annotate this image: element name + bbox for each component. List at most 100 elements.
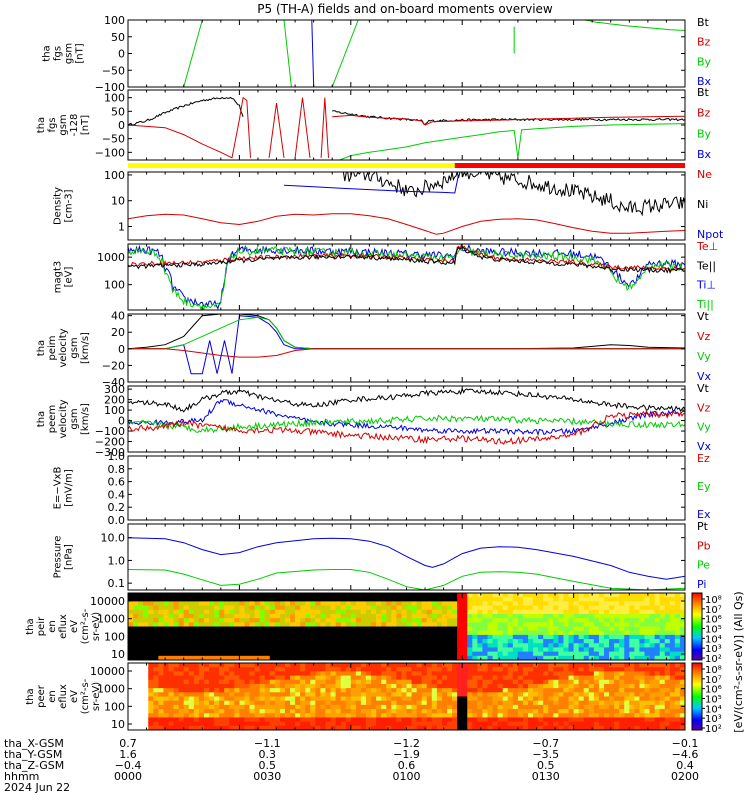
series-Pi-line bbox=[128, 537, 685, 580]
y-axis-label: peer bbox=[36, 684, 47, 708]
footer-value: 0000 bbox=[114, 770, 142, 783]
footer-value: 0030 bbox=[253, 770, 281, 783]
y-tick-label: 100 bbox=[104, 92, 125, 105]
y-tick-label: 0.4 bbox=[108, 488, 126, 501]
legend-Ni: Ni bbox=[697, 198, 708, 211]
spectrogram-image bbox=[128, 593, 685, 660]
y-tick-label: 10 bbox=[111, 648, 125, 661]
legend-Bz: Bz bbox=[697, 36, 711, 49]
footer-axis-table: tha_X-GSM 0.7 −1.1 −1.2 −0.7 −0.1 tha_Y-GSM 1.6… bbox=[4, 737, 699, 794]
series-By-line bbox=[183, 20, 359, 87]
series-Ti-line bbox=[128, 245, 685, 310]
series-Vt-line bbox=[128, 314, 685, 350]
legend-Bx: Bx bbox=[697, 148, 712, 161]
y-axis-label: -128 bbox=[69, 114, 80, 137]
footer-value: −0.1 bbox=[672, 737, 699, 750]
colorbar-tick-label: 10³ bbox=[705, 714, 722, 725]
y-axis-label: en bbox=[47, 690, 58, 703]
colorbar-label: [eV/(cm²-s-sr-eV)] (All Qs) bbox=[732, 591, 745, 732]
y-axis-label: [km/s] bbox=[80, 403, 91, 435]
panel-density: 100 10 1 Density [cm-3] Ne Ni Npot bbox=[53, 168, 724, 241]
y-tick-label: 300 bbox=[104, 383, 125, 396]
colorbar-tick-label: 10⁴ bbox=[705, 704, 722, 715]
y-tick-label: 20 bbox=[111, 326, 125, 339]
y-tick-label: −50 bbox=[102, 133, 125, 146]
legend-Pb: Pb bbox=[697, 539, 711, 552]
legend-Bz: Bz bbox=[697, 107, 711, 120]
y-axis-label: en bbox=[47, 620, 58, 633]
legend-Bt: Bt bbox=[697, 86, 710, 99]
panel-frame bbox=[127, 19, 686, 88]
series-Bz-line bbox=[128, 96, 685, 159]
y-tick-label: 100 bbox=[104, 700, 125, 713]
y-tick-label: −200 bbox=[95, 436, 125, 449]
legend-Ne: Ne bbox=[697, 168, 712, 181]
y-tick-label: −100 bbox=[95, 81, 125, 94]
legend-Ex: Ex bbox=[697, 508, 711, 521]
legend-Vt: Vt bbox=[697, 310, 710, 323]
y-axis-label: tha bbox=[25, 618, 36, 634]
y-axis-label: velocity bbox=[58, 328, 69, 367]
footer-row-label: tha_Z-GSM bbox=[4, 759, 64, 772]
y-tick-label: 10.0 bbox=[101, 532, 126, 545]
y-axis-label: [cm-3] bbox=[64, 189, 75, 222]
y-tick-label: −300 bbox=[95, 446, 125, 459]
y-axis-label: (cm²-s- bbox=[80, 678, 91, 714]
y-tick-label: 100 bbox=[104, 630, 125, 643]
colorbar-gradient bbox=[691, 662, 703, 731]
y-axis-label: E=−VxB bbox=[53, 467, 64, 510]
y-tick-label: 0.1 bbox=[108, 577, 126, 590]
legend-Pe: Pe bbox=[697, 559, 710, 572]
series-Pe-line bbox=[128, 569, 685, 590]
y-tick-label: 0.2 bbox=[108, 501, 126, 514]
y-axis-label: sr-eV) bbox=[91, 682, 102, 711]
y-tick-label: 10 bbox=[111, 195, 125, 208]
footer-value: 0.6 bbox=[398, 759, 416, 772]
legend-Ez: Ez bbox=[697, 452, 710, 465]
colorbar-tick-label: 10² bbox=[705, 654, 722, 665]
y-tick-label: 0 bbox=[118, 48, 125, 61]
y-tick-label: 100 bbox=[104, 14, 125, 27]
footer-value: −1.2 bbox=[393, 737, 420, 750]
legend-Bt: Bt bbox=[697, 16, 710, 29]
y-axis-label: [nT] bbox=[80, 115, 91, 135]
series-Bt-line bbox=[128, 96, 685, 127]
y-axis-label: tha bbox=[25, 688, 36, 704]
y-axis-label: gsm bbox=[69, 337, 80, 358]
footer-value: 0.3 bbox=[259, 748, 277, 761]
y-axis-label: [km/s] bbox=[80, 332, 91, 364]
y-tick-label: 1 bbox=[118, 221, 125, 234]
series-Vy-line bbox=[128, 414, 685, 434]
colorbar-gradient bbox=[691, 592, 703, 661]
series-By-line bbox=[339, 123, 685, 160]
footer-value: −1.1 bbox=[254, 737, 281, 750]
y-axis-label: [nT] bbox=[75, 43, 86, 63]
legend-Vz: Vz bbox=[697, 401, 711, 414]
y-tick-label: 0.8 bbox=[108, 463, 126, 476]
y-axis-label: tha bbox=[42, 45, 53, 61]
legend-Npot: Npot bbox=[697, 228, 724, 241]
footer-value: 0.4 bbox=[676, 759, 694, 772]
y-axis-label: gsm bbox=[58, 114, 69, 135]
panel-peir_spec: 10000 1000 100 10 tha peir en eflux eV (cm²-s-sr-… bbox=[25, 592, 686, 661]
series-Vy-line bbox=[128, 316, 685, 350]
footer-value: 0.5 bbox=[259, 759, 277, 772]
y-tick-label: 50 bbox=[111, 105, 125, 118]
mode-bar-segment-0 bbox=[128, 163, 455, 168]
colorbar-tick-label: 10⁷ bbox=[705, 675, 722, 686]
colorbar-tick-label: 10⁸ bbox=[705, 595, 722, 606]
series-Ne-line bbox=[128, 213, 685, 235]
y-tick-label: 10 bbox=[111, 718, 125, 731]
y-tick-label: 100 bbox=[104, 404, 125, 417]
y-axis-label: eV bbox=[69, 690, 80, 703]
colorbar-tick-label: 10² bbox=[705, 724, 722, 735]
y-axis-label: tha bbox=[36, 117, 47, 133]
y-tick-label: 0 bbox=[118, 415, 125, 428]
footer-value: −3.5 bbox=[532, 748, 559, 761]
panel-fgs_gsm: 100 50 0 −50 −100 tha fgs gsm [nT] Bt Bz By Bx bbox=[42, 14, 712, 94]
legend-Vz: Vz bbox=[697, 330, 711, 343]
series-Bx-line bbox=[311, 20, 315, 87]
y-axis-label: tha bbox=[36, 411, 47, 427]
